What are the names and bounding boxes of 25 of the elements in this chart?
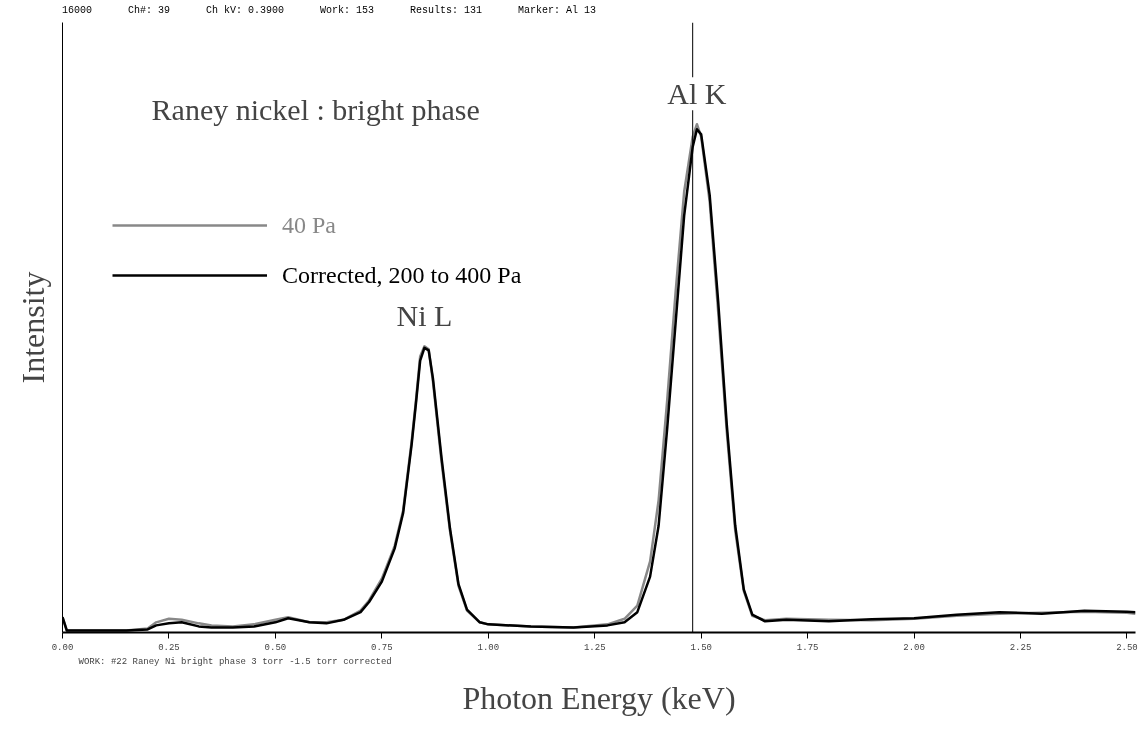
x-tick-label: 0.00: [51, 642, 74, 653]
x-tick-label: 1.00: [477, 642, 500, 653]
text: WORK: #22 Raney Ni bright phase 3 torr -1.5 torr corrected: [78, 656, 392, 667]
x-axis-title: Photon Energy (keV): [462, 679, 736, 716]
x-tick-label: 1.75: [796, 642, 819, 653]
text: Ch kV: 0.3900: [206, 4, 285, 18]
chart-title: Raney nickel : bright phase: [151, 93, 480, 127]
text: 40 Pa: [282, 211, 336, 239]
x-tick-label: 2.50: [1116, 642, 1138, 653]
x-tick-label: 0.75: [371, 642, 393, 653]
x-tick-label: 0.50: [264, 642, 287, 653]
annotation: Al K: [667, 77, 727, 111]
text: Marker: Al 13: [518, 4, 597, 18]
text: 16000: [62, 4, 93, 18]
text: Work: 153: [320, 4, 375, 18]
y-axis-title: Intensity: [14, 271, 51, 384]
x-tick-label: 1.50: [690, 642, 712, 653]
x-tick-label: 0.25: [158, 642, 180, 653]
x-tick-label: 2.25: [1009, 642, 1032, 653]
x-tick-label: 2.00: [903, 642, 925, 653]
annotation: Ni L: [396, 299, 453, 333]
text: Ch#: 39: [128, 4, 171, 18]
text: Results: 131: [410, 4, 483, 18]
x-tick-label: 1.25: [583, 642, 606, 653]
text: Corrected, 200 to 400 Pa: [282, 261, 522, 289]
